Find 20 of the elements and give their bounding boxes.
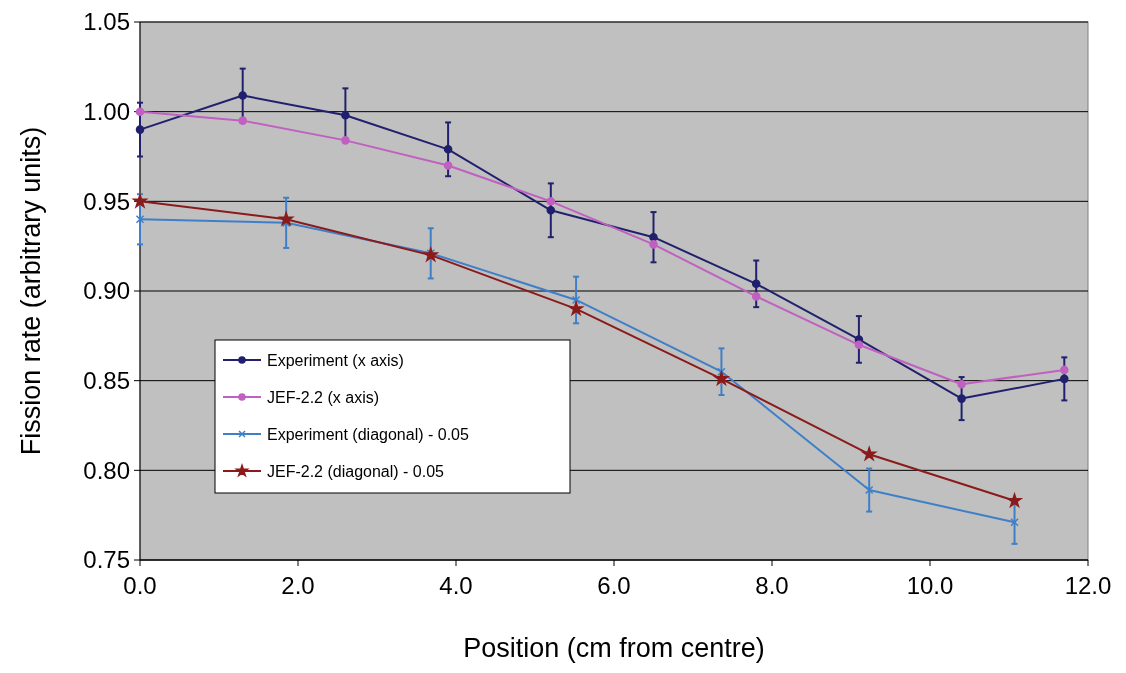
x-tick-label: 0.0 — [123, 572, 157, 599]
y-tick-label: 0.75 — [83, 546, 130, 574]
x-tick-label: 10.0 — [906, 572, 954, 599]
legend-label: JEF-2.2 (x axis) — [267, 388, 380, 406]
legend-label: Experiment (x axis) — [267, 351, 404, 369]
x-tick-label: 6.0 — [597, 572, 631, 599]
y-tick-label: 0.80 — [83, 456, 130, 484]
legend-label: Experiment (diagonal) - 0.05 — [267, 425, 469, 443]
y-tick-label: 1.05 — [83, 8, 130, 36]
x-tick-label: 12.0 — [1064, 572, 1112, 599]
y-tick-label: 0.90 — [83, 277, 130, 305]
x-tick-label: 4.0 — [439, 572, 473, 599]
y-tick-label: 0.85 — [83, 367, 130, 395]
x-axis-title: Position (cm from centre) — [463, 633, 765, 663]
x-tick-label: 2.0 — [281, 572, 315, 599]
y-tick-label: 1.00 — [83, 98, 130, 126]
y-axis-title: Fission rate (arbitrary units) — [16, 126, 46, 456]
legend-label: JEF-2.2 (diagonal) - 0.05 — [267, 462, 445, 480]
y-tick-label: 0.95 — [83, 187, 130, 215]
x-tick-label: 8.0 — [755, 572, 789, 599]
